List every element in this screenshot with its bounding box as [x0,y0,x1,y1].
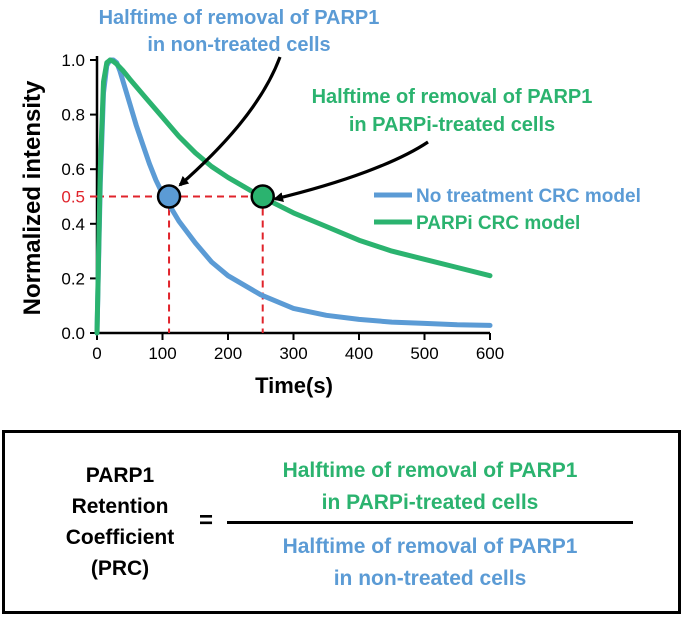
prc-label-line: Retention [71,495,169,518]
prc-label-line: PARP1 [85,464,155,487]
y-tick-label: 0.0 [61,324,85,343]
prc-label-line: (PRC) [90,557,150,580]
y-tick-label-highlight: 0.5 [61,188,85,207]
annotation-green-line2: in PARPi-treated cells [349,114,555,136]
annotation-green-line1: Halftime of removal of PARP1 [312,86,593,108]
y-tick-label: 0.8 [61,106,85,125]
prc-formula-box: PARP1 Retention Coefficient (PRC) = Half… [2,430,681,614]
y-tick-label: 0.4 [61,215,85,234]
x-tick-label: 300 [279,344,307,363]
series-lines [94,57,493,336]
numerator-line2: in PARPi-treated cells [321,491,539,514]
numerator-line1: Halftime of removal of PARP1 [282,459,578,482]
x-tick-label: 600 [476,344,504,363]
denominator: Halftime of removal of PARP1 in non-trea… [227,531,633,595]
halftime-marker-parpi [250,184,275,209]
halftime-guides [97,195,264,333]
legend-label-no-treatment: No treatment CRC model [416,186,641,207]
annotation-blue-line1: Halftime of removal of PARP1 [99,7,380,29]
arrow-to-green-marker [273,140,429,202]
x-tick-label: 100 [148,344,176,363]
y-tick-label: 1.0 [61,51,85,70]
fraction-bar [227,521,633,524]
halftime-marker-no-treatment [156,184,182,209]
x-axis-label: Time(s) [255,373,333,398]
denominator-line2: in non-treated cells [333,567,527,590]
arrow-to-blue-marker [178,56,282,187]
x-tick-label: 0 [92,344,101,363]
x-tick-label: 400 [345,344,373,363]
legend-label-parpi: PARPi CRC model [416,213,580,234]
halftime-markers [156,184,275,209]
numerator: Halftime of removal of PARP1 in PARPi-tr… [227,455,633,519]
y-tick-label: 0.6 [61,160,85,179]
y-tick-label: 0.2 [61,269,85,288]
prc-label: PARP1 Retention Coefficient (PRC) [45,460,195,584]
annotation-blue-line2: in non-treated cells [147,34,330,56]
prc-label-line: Coefficient [65,526,175,549]
x-tick-label: 500 [410,344,438,363]
denominator-line1: Halftime of removal of PARP1 [282,535,578,558]
x-tick-label: 200 [214,344,242,363]
chart: 0 100 200 300 400 500 600 0.0 0.2 0.4 0.6 0.8 1.0 0.5… [19,7,641,398]
series-line-parpi [94,57,493,336]
y-axis-label: Normalized intensity [19,80,46,315]
equals-sign: = [199,507,214,534]
legend: No treatment CRC model PARPi CRC model [374,186,641,234]
